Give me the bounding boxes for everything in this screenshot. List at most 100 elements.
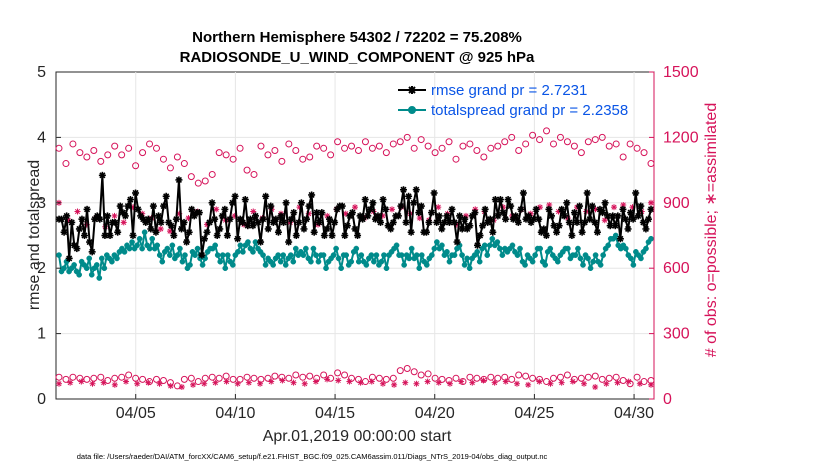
- obs-possible-marker: [598, 133, 606, 141]
- obs-possible-marker: [90, 146, 98, 154]
- obs-assimilated-marker: [201, 380, 208, 387]
- obs-possible-marker: [348, 142, 356, 150]
- rmse-point: [262, 192, 270, 200]
- obs-possible-marker: [375, 142, 383, 150]
- obs-possible-marker: [97, 157, 105, 165]
- rmse-point: [106, 232, 114, 239]
- rmse-point: [68, 218, 76, 226]
- totalspread-point: [141, 229, 148, 236]
- y-tick-label: 4: [37, 129, 46, 146]
- totalspread-point: [451, 252, 458, 258]
- rmse-point: [211, 215, 219, 223]
- totalspread-point: [529, 258, 536, 265]
- rmse-point: [402, 218, 410, 226]
- rmse-point: [364, 212, 372, 220]
- obs-assimilated-marker: [469, 379, 476, 386]
- obs-assimilated-marker: [178, 384, 185, 391]
- rmse-point: [417, 202, 425, 210]
- obs-possible-marker: [166, 164, 174, 172]
- totalspread-point: [459, 252, 465, 258]
- obs-possible-marker: [445, 138, 453, 146]
- totalspread-point: [517, 245, 523, 252]
- rmse-point: [611, 222, 619, 230]
- totalspread-point: [136, 235, 143, 242]
- totalspread-point: [237, 242, 244, 249]
- totalspread-point: [187, 262, 193, 268]
- rmse-point: [512, 212, 520, 220]
- obs-possible-marker: [236, 144, 244, 152]
- obs-possible-marker: [403, 133, 411, 141]
- rmse-point: [295, 218, 303, 226]
- obs-possible-marker: [473, 146, 481, 154]
- obs-assimilated-marker: [78, 378, 85, 385]
- rmse-point: [466, 222, 474, 230]
- rmse-point: [481, 205, 489, 213]
- totalspread-point: [597, 262, 604, 268]
- totalspread-point: [572, 252, 579, 258]
- obs-possible-marker: [320, 371, 328, 379]
- rmse-point: [149, 202, 157, 210]
- totalspread-point: [643, 245, 649, 252]
- rmse-point: [542, 232, 550, 239]
- totalspread-point: [431, 245, 438, 252]
- rmse-point: [274, 228, 282, 236]
- obs-assimilated-marker: [547, 380, 554, 387]
- obs-possible-marker: [452, 155, 460, 163]
- obs-assimilated-marker: [603, 380, 610, 387]
- totalspread-point: [542, 262, 549, 268]
- rmse-point: [532, 205, 540, 213]
- obs-possible-marker: [556, 373, 564, 381]
- obs-possible-marker: [424, 142, 432, 150]
- obs-possible-marker: [556, 133, 564, 141]
- y-axis-right-ticks: 0 300 600 900 1200 1500: [649, 64, 699, 408]
- obs-possible-marker: [76, 149, 84, 157]
- totalspread-point: [580, 262, 586, 268]
- obs-possible-marker: [201, 177, 209, 185]
- obs-possible-marker: [152, 144, 160, 152]
- rmse-point: [471, 209, 479, 217]
- obs-possible-marker: [410, 144, 418, 152]
- obs-possible-marker: [264, 151, 272, 159]
- rmse-point: [200, 235, 208, 243]
- rmse-point: [558, 205, 566, 213]
- obs-possible-marker: [354, 146, 362, 154]
- obs-possible-marker: [146, 140, 154, 148]
- totalspread-point: [335, 255, 342, 262]
- totalspread-point: [565, 245, 571, 252]
- rmse-point: [195, 209, 203, 217]
- rmse-point: [428, 209, 436, 217]
- totalspread-point: [464, 255, 470, 262]
- obs-assimilated-marker: [580, 380, 587, 387]
- totalspread-point: [96, 275, 103, 281]
- rmse-point: [479, 222, 487, 230]
- rmse-point: [604, 212, 612, 220]
- obs-assimilated-marker: [413, 380, 420, 387]
- rmse-point: [397, 202, 405, 210]
- obs-assimilated-marker: [167, 382, 174, 389]
- rmse-point: [359, 215, 367, 223]
- obs-possible-marker: [139, 149, 147, 157]
- obs-possible-marker: [327, 151, 335, 159]
- obs-assimilated-marker: [480, 377, 487, 384]
- rmse-point: [285, 238, 293, 246]
- rmse-point: [323, 225, 331, 233]
- totalspread-point: [466, 265, 473, 272]
- rmse-point: [126, 196, 134, 204]
- totalspread-point: [630, 262, 637, 268]
- rmse-point: [616, 235, 624, 243]
- totalspread-point: [214, 252, 221, 258]
- rmse-point: [448, 205, 456, 213]
- obs-possible-marker: [368, 144, 376, 152]
- totalspread-point: [330, 252, 337, 258]
- obs-possible-marker: [424, 370, 432, 378]
- rmse-point: [167, 222, 175, 230]
- totalspread-point: [101, 265, 108, 272]
- obs-possible-marker: [159, 155, 167, 163]
- obs-possible-marker: [612, 140, 620, 148]
- obs-possible-marker: [466, 140, 474, 148]
- obs-possible-marker: [550, 374, 558, 382]
- obs-possible-marker: [640, 149, 648, 157]
- totalspread-point: [612, 232, 619, 239]
- totalspread-point: [393, 242, 400, 249]
- totalspread-point: [577, 255, 584, 262]
